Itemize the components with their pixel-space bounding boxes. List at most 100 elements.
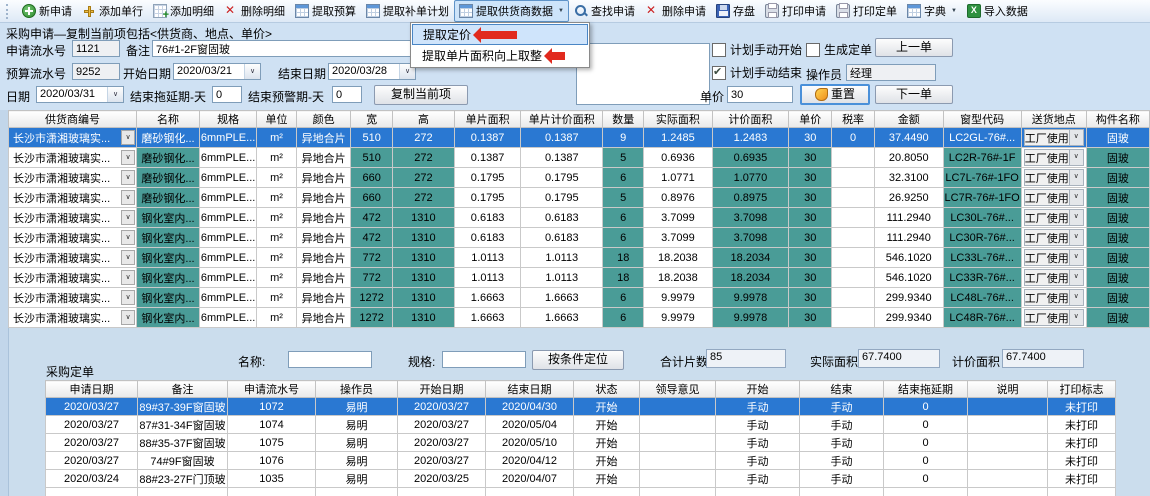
cell[interactable]: 磨砂钢化... <box>136 147 200 168</box>
cell[interactable]: 6 <box>602 227 645 248</box>
toolbar-button[interactable]: 添加单行 <box>77 0 148 22</box>
toolbar-button[interactable]: 导入数据 <box>962 0 1033 22</box>
cell[interactable]: 钢化室内... <box>136 227 200 248</box>
cell[interactable]: 6mmPLE... <box>198 307 258 328</box>
toolbar-button[interactable]: 新申请 <box>17 0 77 22</box>
cell[interactable]: 开始 <box>573 433 640 452</box>
table-row[interactable]: 长沙市潇湘玻璃实... ∨ 钢化室内... 6mmPLE... m² 异地合片 1272 13… <box>7 287 1150 308</box>
cell[interactable]: 472 <box>350 227 393 248</box>
chevron-down-icon[interactable]: ∨ <box>121 270 136 285</box>
cell[interactable]: m² <box>256 287 297 308</box>
column-header[interactable]: 窗型代码 <box>942 110 1022 128</box>
toolbar-button[interactable]: 打印定单 <box>831 0 902 22</box>
cell[interactable] <box>831 167 875 188</box>
cell[interactable]: 272 <box>391 167 455 188</box>
cell[interactable]: 6mmPLE... <box>198 227 258 248</box>
cell[interactable]: 2020/03/27 <box>45 397 138 416</box>
cell[interactable]: LC30R-76#... <box>942 227 1022 248</box>
cell[interactable]: 开始 <box>573 415 640 434</box>
cell[interactable] <box>831 307 875 328</box>
cell[interactable]: 手动 <box>715 433 800 452</box>
cell[interactable]: 30 <box>788 207 833 228</box>
cell[interactable] <box>639 433 716 452</box>
manual-end-checkbox[interactable]: 计划手动结束 <box>712 64 802 81</box>
cell[interactable]: 772 <box>350 247 393 268</box>
cell[interactable]: 异地合片 <box>295 187 352 208</box>
cell[interactable]: 手动 <box>715 415 800 434</box>
table-row[interactable]: 长沙市潇湘玻璃实... ∨ 钢化室内... 6mmPLE... m² 异地合片 772 131… <box>7 247 1150 268</box>
toolbar-button[interactable]: 打印申请 <box>760 0 831 22</box>
cell[interactable]: 3.7099 <box>643 227 713 248</box>
cell[interactable]: 18 <box>602 267 645 288</box>
cell[interactable]: 长沙市潇湘玻璃实... ∨ <box>7 307 138 328</box>
column-header[interactable]: 数量 <box>602 110 645 128</box>
cell[interactable]: 固玻 <box>1085 187 1150 208</box>
cell[interactable]: 0.8975 <box>711 187 790 208</box>
column-header[interactable]: 开始 <box>715 380 800 398</box>
cell[interactable]: 111.2940 <box>873 207 944 228</box>
cell[interactable]: 未打印 <box>1047 415 1116 434</box>
column-header[interactable]: 送货地点 <box>1020 110 1087 128</box>
cell[interactable]: 0.6936 <box>643 147 713 168</box>
cell[interactable]: 1072 <box>227 397 316 416</box>
cell[interactable]: 手动 <box>715 469 800 488</box>
cell[interactable]: 固玻 <box>1085 167 1150 188</box>
cell[interactable] <box>831 247 875 268</box>
cell[interactable]: LC48L-76#... <box>942 287 1022 308</box>
cell[interactable]: 2020/03/24 <box>45 469 138 488</box>
cell[interactable]: 30 <box>788 247 833 268</box>
cell[interactable]: 异地合片 <box>295 287 352 308</box>
cell[interactable]: 6 <box>602 287 645 308</box>
cell[interactable]: LC33L-76#... <box>942 247 1022 268</box>
cell[interactable]: 易明 <box>315 451 398 470</box>
column-header[interactable]: 开始日期 <box>397 380 486 398</box>
cell[interactable]: 长沙市潇湘玻璃实... ∨ <box>7 187 138 208</box>
cell[interactable]: 2020/04/30 <box>485 397 574 416</box>
cell[interactable]: 2020/03/27 <box>397 451 486 470</box>
chevron-down-icon[interactable]: ∨ <box>1068 310 1083 325</box>
cell[interactable]: 钢化室内... <box>136 247 200 268</box>
cell[interactable]: 5 <box>602 187 645 208</box>
cell[interactable]: 2020/03/25 <box>397 469 486 488</box>
cell[interactable]: 1310 <box>391 267 455 288</box>
cell[interactable]: 长沙市潇湘玻璃实... ∨ <box>7 127 138 148</box>
cell[interactable]: 手动 <box>799 433 884 452</box>
manual-start-checkbox[interactable]: 计划手动开始 <box>712 41 802 58</box>
cell[interactable]: 1272 <box>350 307 393 328</box>
toolbar-button[interactable]: 提取补单计划 <box>361 0 454 22</box>
table-row[interactable]: 长沙市潇湘玻璃实... ∨ 钢化室内... 6mmPLE... m² 异地合片 1272 13… <box>7 307 1150 328</box>
cell[interactable]: 660 <box>350 167 393 188</box>
chevron-down-icon[interactable]: ∨ <box>1068 290 1083 305</box>
name-filter-input[interactable] <box>288 351 372 368</box>
cell[interactable] <box>831 287 875 308</box>
warn-input[interactable] <box>332 86 362 103</box>
column-header[interactable]: 单片面积 <box>453 110 522 128</box>
table-row[interactable]: 长沙市潇湘玻璃实... ∨ 磨砂钢化... 6mmPLE... m² 异地合片 510 272… <box>7 127 1150 148</box>
cell[interactable]: 1.2483 <box>711 127 790 148</box>
cell[interactable]: m² <box>256 227 297 248</box>
chevron-down-icon[interactable]: ∨ <box>1068 270 1083 285</box>
cell[interactable]: 工厂使用 ∨ <box>1020 127 1087 148</box>
cell[interactable]: 工厂使用 ∨ <box>1020 167 1087 188</box>
cell[interactable]: 异地合片 <box>295 127 352 148</box>
cell[interactable]: 异地合片 <box>295 247 352 268</box>
chevron-down-icon[interactable]: ∨ <box>1068 190 1083 205</box>
cell[interactable]: 1310 <box>391 227 455 248</box>
column-header[interactable]: 申请流水号 <box>227 380 316 398</box>
cell[interactable] <box>967 433 1048 452</box>
locate-button[interactable]: 按条件定位 <box>532 350 624 370</box>
cell[interactable]: 30 <box>788 187 833 208</box>
cell[interactable]: 510 <box>350 127 393 148</box>
cell[interactable]: 开始 <box>573 397 640 416</box>
cell[interactable]: 6mmPLE... <box>198 187 258 208</box>
cell[interactable]: 26.9250 <box>873 187 944 208</box>
cell[interactable]: 未打印 <box>1047 397 1116 416</box>
cell[interactable]: 1.6663 <box>453 287 522 308</box>
column-header[interactable]: 说明 <box>967 380 1048 398</box>
cell[interactable]: 未打印 <box>1047 451 1116 470</box>
chevron-down-icon[interactable]: ∨ <box>121 310 136 325</box>
column-header[interactable]: 金额 <box>873 110 944 128</box>
cell[interactable]: 易明 <box>315 397 398 416</box>
cell[interactable]: 2020/03/27 <box>397 397 486 416</box>
cell[interactable]: 固玻 <box>1085 207 1150 228</box>
